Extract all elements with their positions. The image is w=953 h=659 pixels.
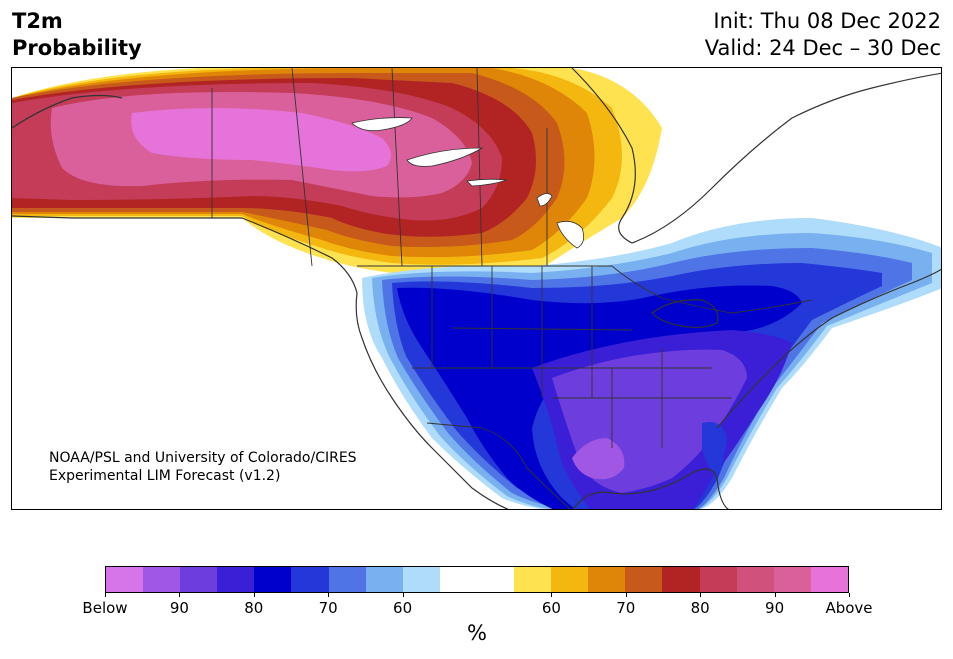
province-border-2 bbox=[391, 68, 403, 267]
cold-contour-purple bbox=[572, 438, 625, 480]
colorbar-tick-label-4: 60 bbox=[393, 599, 413, 617]
colorbar-tickmark-7 bbox=[700, 593, 702, 597]
colorbar-cell-7 bbox=[365, 567, 403, 592]
colorbar-cell-12 bbox=[551, 567, 589, 592]
title-line-1: T2m bbox=[12, 9, 63, 33]
credit-text: NOAA/PSL and University of Colorado/CIRE… bbox=[49, 449, 357, 485]
colorbar-cell-3 bbox=[217, 567, 255, 592]
colorbar-tickmark-9 bbox=[849, 593, 850, 597]
title-line-2: Probability bbox=[12, 36, 142, 60]
colorbar-cell-8 bbox=[402, 567, 440, 592]
lake-manitoba bbox=[556, 220, 585, 249]
colorbar-tick-label-9: Above bbox=[825, 599, 873, 617]
great-slave-lake bbox=[406, 147, 484, 167]
colorbar-cell-16 bbox=[699, 567, 737, 592]
colorbar-tickmark-8 bbox=[774, 593, 776, 597]
colorbar-cell-14 bbox=[625, 567, 663, 592]
cold-contour-florida bbox=[702, 422, 727, 478]
alaska-coast bbox=[12, 94, 123, 129]
coastline-gulf bbox=[572, 468, 730, 509]
lake-winnipeg bbox=[536, 193, 553, 207]
colorbar-cell-9 bbox=[439, 567, 477, 592]
colorbar-cell-5 bbox=[291, 567, 329, 592]
colorbar-tickmark-6 bbox=[625, 593, 627, 597]
canada-us-border bbox=[357, 265, 813, 314]
cold-contour-deep bbox=[397, 285, 802, 509]
lakes bbox=[351, 117, 585, 249]
map-panel[interactable]: NOAA/PSL and University of Colorado/CIRE… bbox=[11, 67, 942, 510]
colorbar-cell-13 bbox=[588, 567, 626, 592]
province-border-3 bbox=[476, 68, 483, 267]
credit-line-1: NOAA/PSL and University of Colorado/CIRE… bbox=[49, 450, 357, 466]
colorbar-tickmark-2 bbox=[253, 593, 255, 597]
colorbar-cell-0 bbox=[106, 567, 144, 592]
great-bear-lake bbox=[351, 117, 413, 132]
colorbar-cell-18 bbox=[773, 567, 811, 592]
colorbar-tick-label-8: 90 bbox=[765, 599, 785, 617]
coastlines bbox=[12, 68, 941, 509]
colorbar-unit: % bbox=[467, 621, 487, 645]
valid-range: Valid: 24 Dec – 30 Dec bbox=[704, 36, 941, 60]
coastline-east bbox=[716, 268, 941, 429]
province-border-1 bbox=[291, 68, 313, 267]
state-lines bbox=[412, 266, 732, 448]
colorbar bbox=[105, 566, 849, 593]
map-title: T2m Probability bbox=[12, 8, 142, 62]
colorbar-cell-1 bbox=[143, 567, 181, 592]
date-info: Init: Thu 08 Dec 2022 Valid: 24 Dec – 30… bbox=[705, 8, 941, 62]
colorbar-tickmark-4 bbox=[402, 593, 404, 597]
colorbar-tick-label-7: 80 bbox=[690, 599, 710, 617]
colorbar-tick-label-5: 60 bbox=[541, 599, 561, 617]
colorbar-tick-label-1: 90 bbox=[169, 599, 189, 617]
init-date: Init: Thu 08 Dec 2022 bbox=[713, 9, 941, 33]
colorbar-tickmark-0 bbox=[105, 593, 106, 597]
colorbar-tickmark-3 bbox=[328, 593, 330, 597]
lake-athabasca bbox=[466, 178, 508, 187]
colorbar-tick-label-0: Below bbox=[82, 599, 128, 617]
colorbar-cell-10 bbox=[476, 567, 515, 592]
colorbar-cell-19 bbox=[810, 567, 848, 592]
colorbar-cell-6 bbox=[328, 567, 366, 592]
colorbar-tickmark-5 bbox=[551, 593, 553, 597]
us-mexico-border bbox=[426, 422, 571, 509]
colorbar-cell-11 bbox=[514, 567, 552, 592]
colorbar-tick-label-3: 70 bbox=[318, 599, 338, 617]
colorbar-tick-label-2: 80 bbox=[244, 599, 264, 617]
colorbar-cell-2 bbox=[180, 567, 218, 592]
hudson-bay bbox=[571, 68, 941, 244]
colorbar-tickmark-1 bbox=[179, 593, 181, 597]
probability-map[interactable] bbox=[12, 68, 942, 510]
cold-anomaly-region bbox=[362, 218, 941, 509]
great-lakes bbox=[651, 299, 719, 329]
borders bbox=[211, 68, 813, 509]
colorbar-tick-label-6: 70 bbox=[616, 599, 636, 617]
credit-line-2: Experimental LIM Forecast (v1.2) bbox=[49, 468, 281, 484]
colorbar-cell-4 bbox=[254, 567, 292, 592]
warm-contour-core bbox=[131, 108, 391, 172]
colorbar-cell-15 bbox=[662, 567, 700, 592]
colorbar-cell-17 bbox=[736, 567, 774, 592]
coastline-west bbox=[12, 215, 509, 509]
